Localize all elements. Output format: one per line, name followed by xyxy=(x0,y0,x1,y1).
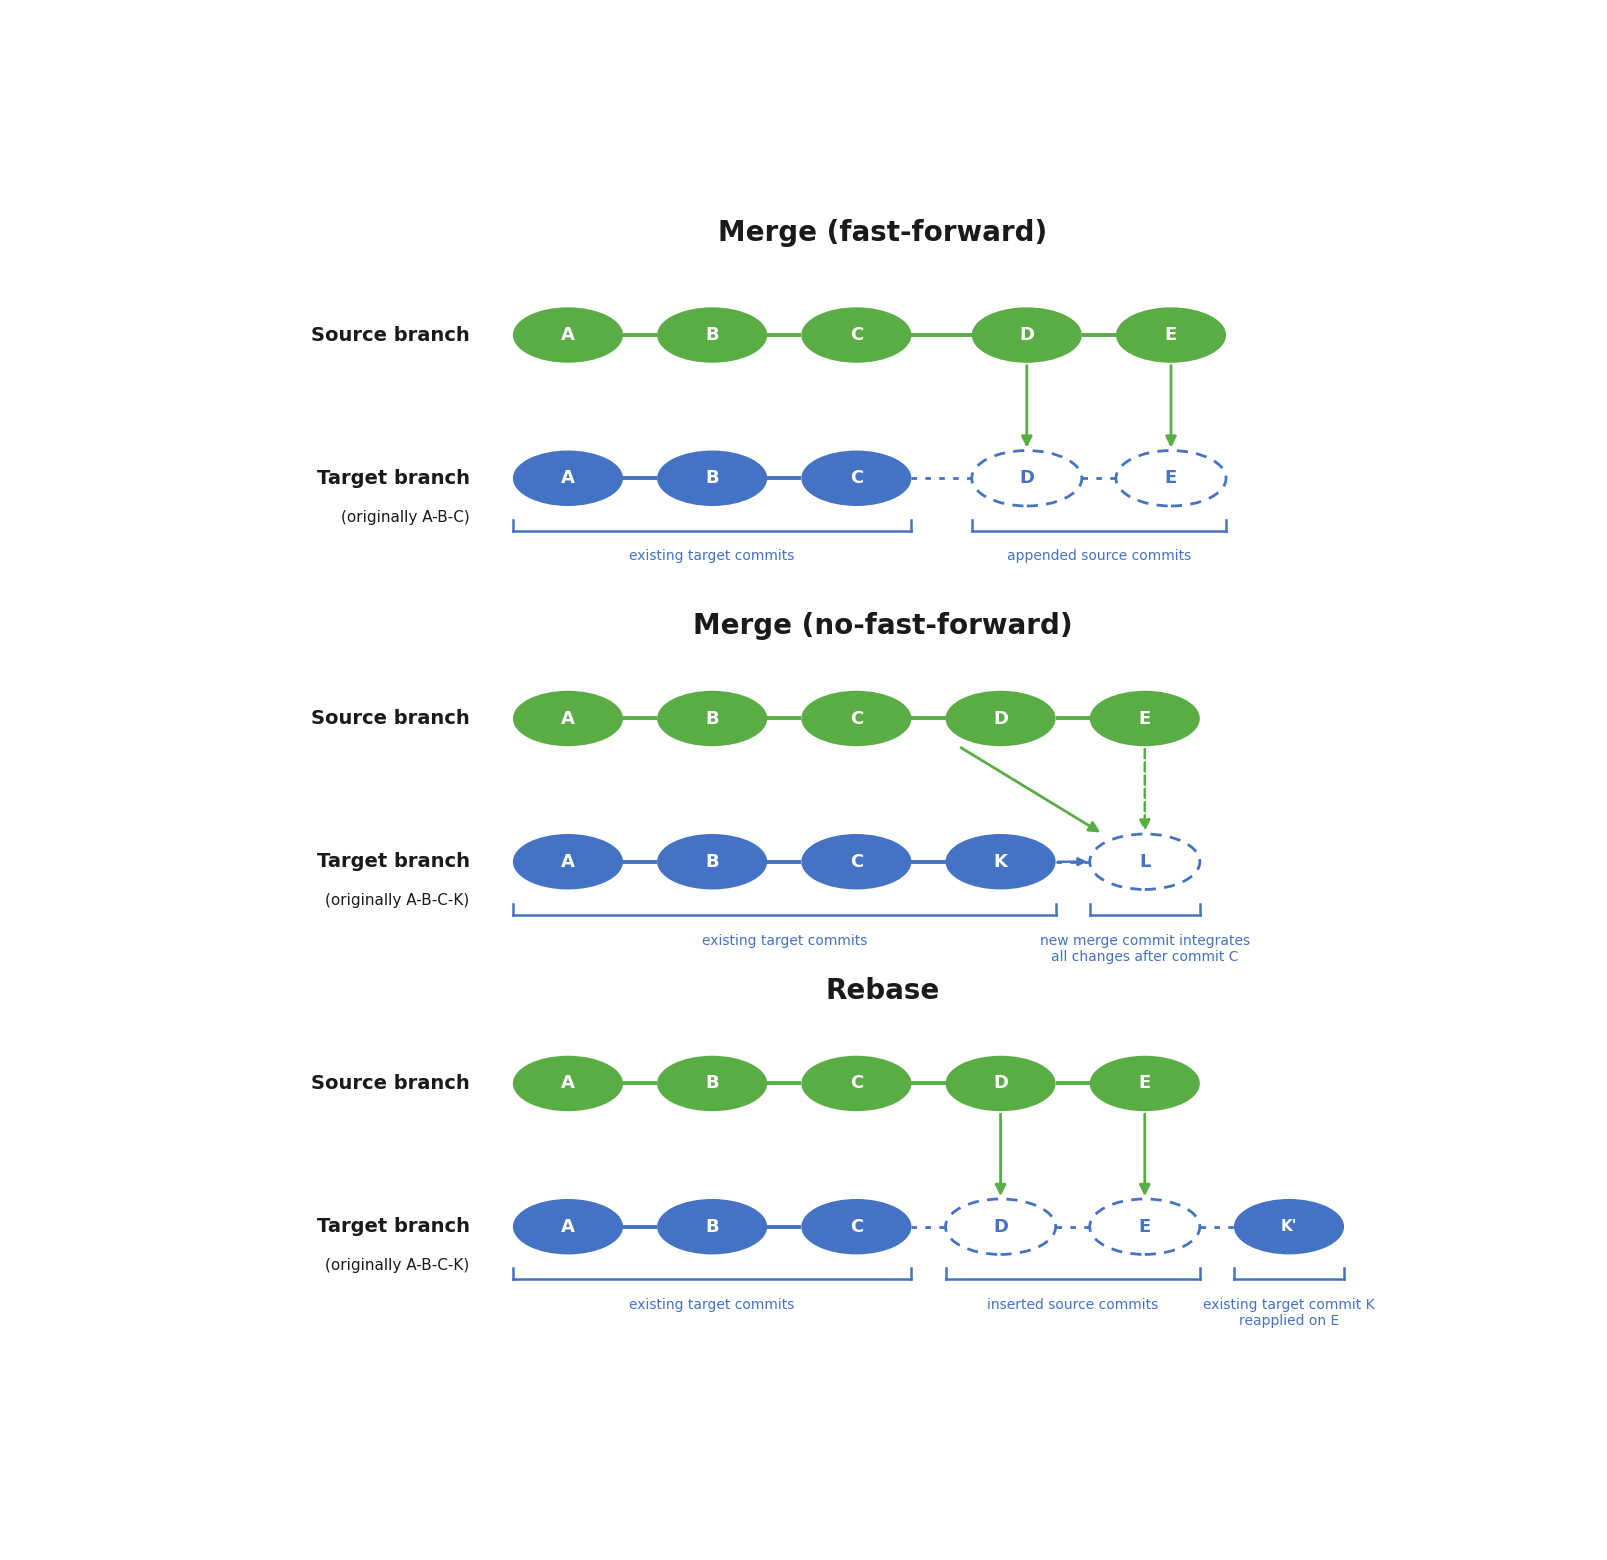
Ellipse shape xyxy=(802,835,911,889)
Ellipse shape xyxy=(1115,307,1226,363)
Text: B: B xyxy=(705,853,718,870)
Text: A: A xyxy=(561,470,575,487)
Text: Merge (fast-forward): Merge (fast-forward) xyxy=(718,220,1048,248)
Ellipse shape xyxy=(1234,1200,1343,1254)
Ellipse shape xyxy=(513,1056,624,1111)
Text: B: B xyxy=(705,326,718,345)
Text: D: D xyxy=(1019,470,1035,487)
Text: B: B xyxy=(705,1218,718,1236)
Text: L: L xyxy=(1139,853,1151,870)
Text: C: C xyxy=(850,853,863,870)
Text: new merge commit integrates
all changes after commit C: new merge commit integrates all changes … xyxy=(1040,934,1250,964)
Ellipse shape xyxy=(657,1056,767,1111)
Text: E: E xyxy=(1139,710,1151,727)
Ellipse shape xyxy=(657,451,767,505)
Ellipse shape xyxy=(657,835,767,889)
Text: A: A xyxy=(561,1218,575,1236)
Text: D: D xyxy=(993,1218,1008,1236)
Ellipse shape xyxy=(1090,1200,1200,1254)
Text: Target branch: Target branch xyxy=(317,468,469,488)
Ellipse shape xyxy=(945,1056,1056,1111)
Text: Rebase: Rebase xyxy=(826,977,940,1005)
Text: (originally A-B-C): (originally A-B-C) xyxy=(341,510,469,524)
Text: A: A xyxy=(561,710,575,727)
Ellipse shape xyxy=(945,691,1056,746)
Text: A: A xyxy=(561,853,575,870)
Text: existing target commits: existing target commits xyxy=(702,934,866,948)
Ellipse shape xyxy=(513,835,624,889)
Ellipse shape xyxy=(1090,835,1200,889)
Text: A: A xyxy=(561,1075,575,1092)
Ellipse shape xyxy=(657,1200,767,1254)
Text: existing target commits: existing target commits xyxy=(630,549,795,563)
Text: B: B xyxy=(705,470,718,487)
Text: C: C xyxy=(850,470,863,487)
Text: D: D xyxy=(1019,326,1035,345)
Ellipse shape xyxy=(802,307,911,363)
Text: Target branch: Target branch xyxy=(317,1217,469,1236)
Ellipse shape xyxy=(945,1200,1056,1254)
Text: D: D xyxy=(993,1075,1008,1092)
Text: K: K xyxy=(993,853,1008,870)
Text: (originally A-B-C-K): (originally A-B-C-K) xyxy=(325,1257,469,1273)
Text: K': K' xyxy=(1281,1220,1297,1234)
Ellipse shape xyxy=(802,691,911,746)
Ellipse shape xyxy=(972,307,1082,363)
Ellipse shape xyxy=(1090,1056,1200,1111)
Text: appended source commits: appended source commits xyxy=(1006,549,1191,563)
Text: Source branch: Source branch xyxy=(310,1073,469,1094)
Text: Source branch: Source branch xyxy=(310,708,469,729)
Text: C: C xyxy=(850,710,863,727)
Ellipse shape xyxy=(1115,451,1226,505)
Text: Merge (no-fast-forward): Merge (no-fast-forward) xyxy=(693,612,1072,640)
Text: A: A xyxy=(561,326,575,345)
Ellipse shape xyxy=(513,451,624,505)
Ellipse shape xyxy=(513,307,624,363)
Text: E: E xyxy=(1139,1218,1151,1236)
Text: E: E xyxy=(1165,470,1176,487)
Text: existing target commit K
reapplied on E: existing target commit K reapplied on E xyxy=(1204,1298,1376,1328)
Text: C: C xyxy=(850,326,863,345)
Text: E: E xyxy=(1165,326,1176,345)
Ellipse shape xyxy=(972,451,1082,505)
Ellipse shape xyxy=(802,451,911,505)
Ellipse shape xyxy=(513,691,624,746)
Ellipse shape xyxy=(945,835,1056,889)
Ellipse shape xyxy=(513,1200,624,1254)
Ellipse shape xyxy=(802,1200,911,1254)
Ellipse shape xyxy=(802,1056,911,1111)
Text: inserted source commits: inserted source commits xyxy=(987,1298,1159,1312)
Ellipse shape xyxy=(657,691,767,746)
Ellipse shape xyxy=(1090,691,1200,746)
Text: E: E xyxy=(1139,1075,1151,1092)
Text: D: D xyxy=(993,710,1008,727)
Text: (originally A-B-C-K): (originally A-B-C-K) xyxy=(325,892,469,908)
Text: C: C xyxy=(850,1218,863,1236)
Text: existing target commits: existing target commits xyxy=(630,1298,795,1312)
Ellipse shape xyxy=(657,307,767,363)
Text: B: B xyxy=(705,710,718,727)
Text: C: C xyxy=(850,1075,863,1092)
Text: Source branch: Source branch xyxy=(310,326,469,345)
Text: B: B xyxy=(705,1075,718,1092)
Text: Target branch: Target branch xyxy=(317,852,469,870)
